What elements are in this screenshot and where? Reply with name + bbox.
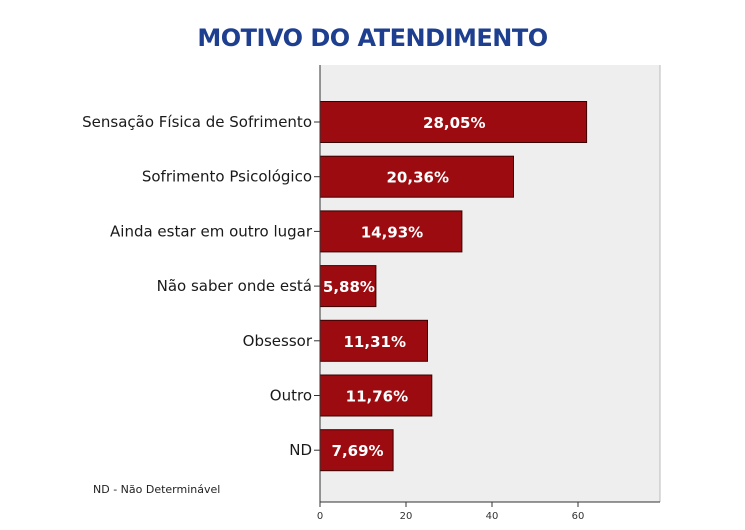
category-label-5: Obsessor bbox=[243, 332, 313, 350]
data-label-4: 5,88% bbox=[323, 278, 375, 296]
category-label-1: Sensação Física de Sofrimento bbox=[82, 113, 312, 131]
bar-2 bbox=[319, 155, 514, 198]
data-label-3: 14,93% bbox=[361, 223, 423, 241]
x-tick-label-20: 20 bbox=[400, 511, 413, 522]
bar-6 bbox=[319, 374, 433, 417]
data-label-2: 20,36% bbox=[387, 169, 449, 187]
chart-title: MOTIVO DO ATENDIMENTO bbox=[197, 24, 548, 52]
x-tick-label-40: 40 bbox=[486, 511, 499, 522]
category-label-6: Outro bbox=[270, 387, 312, 405]
data-label-7: 7,69% bbox=[332, 442, 384, 460]
bar-7 bbox=[319, 429, 394, 472]
x-tick-label-60: 60 bbox=[572, 511, 585, 522]
category-label-4: Não saber onde está bbox=[157, 277, 312, 295]
footnote: ND - Não Determinável bbox=[93, 483, 221, 496]
data-label-1: 28,05% bbox=[423, 114, 485, 132]
category-label-2: Sofrimento Psicológico bbox=[142, 168, 312, 186]
x-tick-label-0: 0 bbox=[317, 511, 323, 522]
category-label-3: Ainda estar em outro lugar bbox=[110, 222, 313, 240]
bar-5 bbox=[319, 319, 428, 362]
category-label-7: ND bbox=[289, 441, 312, 459]
bar-3 bbox=[319, 210, 463, 253]
data-label-5: 11,31% bbox=[344, 333, 406, 351]
data-label-6: 11,76% bbox=[346, 388, 408, 406]
